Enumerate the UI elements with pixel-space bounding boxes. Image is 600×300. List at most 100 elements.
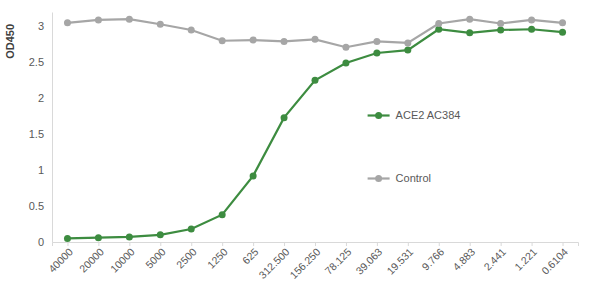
series-point <box>219 37 226 44</box>
series-point <box>157 21 164 28</box>
y-tick: 2.5 <box>29 56 52 68</box>
x-tick-label: 19.531 <box>384 245 415 276</box>
x-tick: 39.063 <box>353 242 384 277</box>
x-tick: 40000 <box>46 242 75 275</box>
y-tick: 2 <box>38 92 52 104</box>
series-point <box>466 16 473 23</box>
legend-marker <box>375 112 382 119</box>
series-point <box>64 19 71 26</box>
x-tick-mark <box>408 242 409 246</box>
x-tick-mark <box>160 242 161 246</box>
x-tick: 10000 <box>108 242 137 275</box>
y-tick: 0 <box>38 236 52 248</box>
y-tick-label: 1 <box>38 164 44 176</box>
y-tick-label: 3 <box>38 20 44 32</box>
x-tick-label: 312.500 <box>256 245 291 280</box>
series-point <box>404 47 411 54</box>
y-tick: 1 <box>38 164 52 176</box>
x-tick-mark <box>377 242 378 246</box>
x-tick-label: 9.766 <box>419 245 446 272</box>
y-axis-title: OD450 <box>4 24 16 59</box>
x-tick-mark <box>563 242 564 246</box>
series-point <box>126 16 133 23</box>
series-point <box>126 233 133 240</box>
y-tick-label: 0 <box>38 236 44 248</box>
series-point <box>342 44 349 51</box>
y-tick: 3 <box>38 20 52 32</box>
x-tick-mark <box>284 242 285 246</box>
x-tick: 2.441 <box>481 242 508 273</box>
chart: 0 0.5 1 1.5 2 2.5 3 400002000010000500025001250… <box>0 0 600 300</box>
x-tick: 9.766 <box>419 242 446 273</box>
x-tick-mark <box>346 242 347 246</box>
legend-label: ACE2 AC384 <box>396 109 461 121</box>
y-tick-label: 0.5 <box>29 200 44 212</box>
x-tick-label: 2.441 <box>481 245 508 272</box>
series-point <box>497 26 504 33</box>
x-tick: 2500 <box>174 242 199 271</box>
series-point <box>312 77 319 84</box>
series-point <box>188 26 195 33</box>
x-tick: 19.531 <box>384 242 415 277</box>
legend: ACE2 AC384 Control <box>368 109 461 184</box>
x-tick-mark <box>501 242 502 246</box>
series-line <box>67 29 562 238</box>
series-point <box>373 38 380 45</box>
x-tick-label: 156.250 <box>287 245 322 280</box>
series-point <box>95 234 102 241</box>
x-tick: 4.883 <box>450 242 477 273</box>
x-tick-label: 625 <box>240 245 261 266</box>
marks <box>64 16 566 242</box>
x-tick-label: 0.6104 <box>539 245 570 276</box>
series-point <box>64 235 71 242</box>
series-point <box>497 20 504 27</box>
x-tick-label: 40000 <box>46 245 75 274</box>
x-axis: 400002000010000500025001250 625312.500156… <box>46 242 579 281</box>
series-point <box>435 20 442 27</box>
x-tick-label: 5000 <box>143 245 168 270</box>
x-tick: 625 <box>240 242 261 266</box>
x-tick-label: 1250 <box>205 245 230 270</box>
x-tick-mark <box>67 242 68 246</box>
y-tick-label: 1.5 <box>29 128 44 140</box>
series-point <box>404 39 411 46</box>
legend-entry: Control <box>368 172 431 184</box>
x-tick-label: 2500 <box>174 245 199 270</box>
x-tick: 5000 <box>143 242 168 271</box>
x-tick: 1250 <box>205 242 230 271</box>
x-tick-label: 20000 <box>77 245 106 274</box>
y-tick: 0.5 <box>29 200 52 212</box>
x-tick-mark <box>129 242 130 246</box>
x-tick-mark <box>191 242 192 246</box>
y-tick: 1.5 <box>29 128 52 140</box>
legend-marker <box>375 175 382 182</box>
legend-label: Control <box>396 172 431 184</box>
y-axis-line <box>52 13 53 243</box>
legend-entry: ACE2 AC384 <box>368 109 461 121</box>
x-tick-mark <box>532 242 533 246</box>
series-point <box>342 60 349 67</box>
series-point <box>466 29 473 36</box>
series-point <box>528 16 535 23</box>
series-point <box>188 226 195 233</box>
x-tick-mark <box>470 242 471 246</box>
series-point <box>95 16 102 23</box>
x-tick-mark <box>222 242 223 246</box>
series-line <box>67 19 562 47</box>
plot-area: 0 0.5 1 1.5 2 2.5 3 400002000010000500025001250… <box>29 13 579 281</box>
series-point <box>528 26 535 33</box>
x-tick-label: 4.883 <box>450 245 477 272</box>
x-tick-mark <box>98 242 99 246</box>
x-tick: 156.250 <box>287 242 322 281</box>
x-tick: 20000 <box>77 242 106 275</box>
series-point <box>559 29 566 36</box>
x-tick-mark <box>253 242 254 246</box>
series-point <box>281 38 288 45</box>
series-point <box>219 211 226 218</box>
x-tick: 1.221 <box>512 242 539 273</box>
x-tick-mark <box>315 242 316 246</box>
x-tick: 78.125 <box>322 242 353 277</box>
x-tick-label: 39.063 <box>353 245 384 276</box>
x-tick-mark <box>439 242 440 246</box>
series-point <box>559 19 566 26</box>
